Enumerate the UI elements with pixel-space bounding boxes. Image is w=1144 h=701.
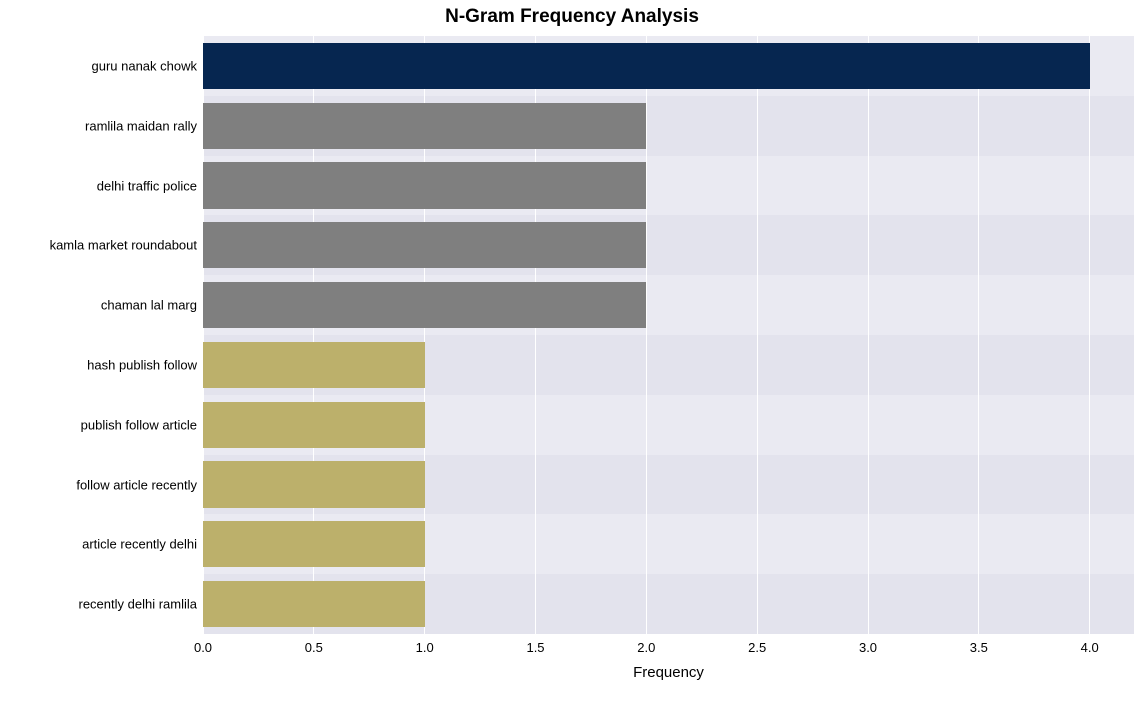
bar <box>203 43 1090 89</box>
y-tick-label: chaman lal marg <box>101 298 197 313</box>
bar-slot <box>203 342 1134 388</box>
bar <box>203 103 646 149</box>
chart-container: N-Gram Frequency Analysis guru nanak cho… <box>0 0 1144 701</box>
x-tick-label: 2.0 <box>637 640 655 655</box>
bar <box>203 521 425 567</box>
y-tick-label: publish follow article <box>81 417 197 432</box>
y-tick-label: ramlila maidan rally <box>85 118 197 133</box>
bar-slot <box>203 103 1134 149</box>
bar-slot <box>203 521 1134 567</box>
y-tick-label: recently delhi ramlila <box>79 597 198 612</box>
y-tick-label: hash publish follow <box>87 357 197 372</box>
bar-slot <box>203 222 1134 268</box>
bar <box>203 162 646 208</box>
bar-slot <box>203 461 1134 507</box>
bar <box>203 282 646 328</box>
x-tick-label: 2.5 <box>748 640 766 655</box>
x-tick-label: 0.5 <box>305 640 323 655</box>
bar <box>203 581 425 627</box>
y-tick-label: article recently delhi <box>82 537 197 552</box>
x-tick-label: 3.0 <box>859 640 877 655</box>
bar <box>203 461 425 507</box>
y-tick-label: follow article recently <box>76 477 197 492</box>
y-tick-label: guru nanak chowk <box>91 58 197 73</box>
bar-slot <box>203 581 1134 627</box>
chart-title: N-Gram Frequency Analysis <box>0 6 1144 28</box>
bar-slot <box>203 402 1134 448</box>
bar <box>203 402 425 448</box>
bar <box>203 222 646 268</box>
bar-slot <box>203 162 1134 208</box>
bar-slot <box>203 43 1134 89</box>
bar <box>203 342 425 388</box>
x-axis-title: Frequency <box>203 664 1134 681</box>
bar-slot <box>203 282 1134 328</box>
x-axis: Frequency 0.00.51.01.52.02.53.03.54.0 <box>203 634 1134 674</box>
x-tick-label: 0.0 <box>194 640 212 655</box>
x-tick-label: 3.5 <box>970 640 988 655</box>
bars-layer <box>203 36 1134 634</box>
y-tick-label: delhi traffic police <box>97 178 197 193</box>
y-tick-label: kamla market roundabout <box>50 238 197 253</box>
y-axis-labels: guru nanak chowk ramlila maidan rally delh… <box>0 36 203 634</box>
x-tick-label: 1.5 <box>526 640 544 655</box>
plot-area <box>203 36 1134 634</box>
x-tick-label: 4.0 <box>1081 640 1099 655</box>
x-tick-label: 1.0 <box>416 640 434 655</box>
